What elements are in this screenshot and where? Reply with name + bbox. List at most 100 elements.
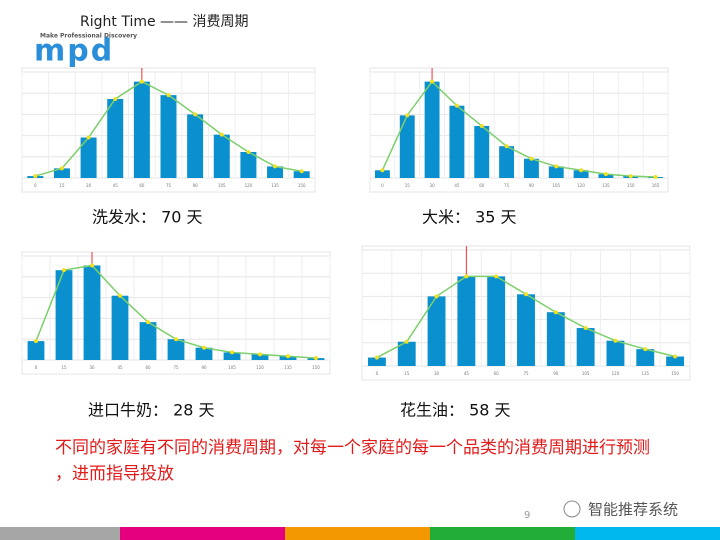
bar	[546, 312, 565, 366]
x-tick-label: 30	[434, 371, 440, 376]
x-tick-label: 90	[529, 183, 535, 188]
bar	[499, 146, 515, 178]
x-tick-label: 120	[577, 183, 585, 188]
bar	[251, 354, 269, 360]
x-tick-label: 75	[523, 371, 529, 376]
x-tick-label: 150	[671, 371, 679, 376]
bar	[548, 166, 564, 178]
x-tick-label: 15	[61, 365, 67, 370]
bar	[487, 276, 506, 366]
x-tick-label: 0	[35, 365, 38, 370]
x-tick-label: 60	[479, 183, 485, 188]
bar	[523, 158, 539, 178]
point	[113, 96, 118, 101]
point	[258, 352, 262, 357]
point	[404, 339, 409, 344]
bar	[457, 276, 476, 366]
point	[174, 337, 178, 342]
bar	[424, 81, 440, 178]
point	[273, 164, 278, 169]
point	[34, 339, 38, 344]
x-tick-label: 150	[627, 183, 635, 188]
bar	[55, 270, 73, 360]
bar	[27, 341, 45, 360]
bar	[160, 95, 177, 178]
logo-tagline: Make Professional Discovery	[40, 33, 137, 40]
point	[62, 268, 66, 273]
x-tick-label: 150	[312, 365, 320, 370]
x-tick-label: 60	[494, 371, 500, 376]
bar	[223, 352, 241, 360]
point	[202, 345, 206, 350]
bar	[606, 340, 625, 366]
footer-bar	[575, 527, 720, 540]
point	[673, 354, 678, 359]
watermark: 智能推荐系统	[588, 501, 678, 519]
x-tick-label: 15	[59, 183, 65, 188]
point	[90, 263, 94, 268]
bar	[293, 171, 310, 178]
chart-caption: 洗发水： 70 天	[92, 208, 203, 227]
footer-bar	[285, 527, 430, 540]
point	[146, 320, 150, 325]
x-tick-label: 120	[256, 365, 264, 370]
point	[464, 274, 469, 279]
x-tick-label: 45	[464, 371, 470, 376]
x-tick-label: 135	[641, 371, 649, 376]
point	[524, 292, 528, 297]
bar	[367, 357, 386, 366]
x-tick-label: 0	[376, 371, 379, 376]
watermark-icon	[563, 500, 581, 518]
bar	[240, 151, 257, 178]
bar	[53, 168, 70, 178]
bar	[397, 341, 416, 366]
bar	[187, 114, 204, 178]
point	[166, 93, 171, 98]
point	[286, 354, 290, 359]
note-line2: ，进而指导投放	[55, 464, 174, 484]
point	[193, 112, 198, 117]
point	[613, 338, 618, 343]
x-tick-label: 75	[173, 365, 179, 370]
chart-caption: 花生油： 58 天	[400, 401, 511, 420]
point	[553, 310, 558, 315]
point	[643, 347, 648, 352]
x-tick-label: 120	[612, 371, 620, 376]
bar	[474, 125, 490, 178]
footer-bar	[120, 527, 285, 540]
bar	[213, 134, 230, 178]
x-tick-label: 105	[228, 365, 236, 370]
bar	[399, 115, 415, 178]
point	[59, 166, 64, 171]
chart-caption: 进口牛奶： 28 天	[88, 401, 215, 420]
point	[314, 356, 318, 361]
bar	[167, 339, 185, 360]
point	[583, 326, 588, 331]
bar	[573, 170, 589, 178]
x-tick-label: 135	[271, 183, 279, 188]
x-tick-label: 90	[553, 371, 559, 376]
x-tick-label: 0	[381, 183, 384, 188]
bar	[636, 349, 655, 366]
x-tick-label: 30	[430, 183, 436, 188]
x-tick-label: 45	[113, 183, 119, 188]
x-tick-label: 75	[504, 183, 510, 188]
point	[494, 274, 499, 279]
point	[454, 103, 459, 108]
x-tick-label: 105	[552, 183, 560, 188]
fit-line	[381, 80, 656, 178]
point	[434, 294, 439, 299]
point	[554, 164, 559, 169]
x-tick-label: 135	[284, 365, 292, 370]
point	[529, 156, 534, 161]
point	[230, 350, 234, 355]
bar	[666, 356, 685, 366]
bar	[83, 265, 101, 360]
bar	[427, 296, 446, 366]
bar	[576, 328, 595, 366]
x-tick-label: 120	[245, 183, 253, 188]
point	[628, 174, 633, 179]
x-tick-label: 60	[139, 183, 145, 188]
bar	[195, 347, 213, 360]
